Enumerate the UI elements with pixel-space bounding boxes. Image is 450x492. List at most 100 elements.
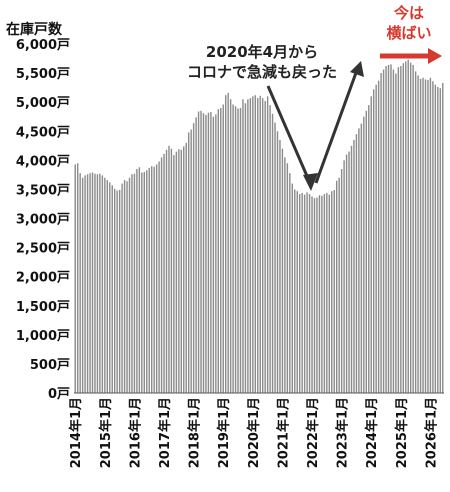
bar [185,142,187,393]
y-axis-ticks: 0戸 500戸 1,000戸 1,500戸 2,000戸 2,500戸 3,000戸 3,50… [16,38,70,402]
bar [269,105,271,393]
bar [402,63,405,393]
y-tick-label: 5,500戸 [16,67,70,82]
y-tick-label: 1,000戸 [16,329,70,344]
bar [345,154,348,393]
y-tick-label: 0戸 [48,387,70,402]
bar [143,171,146,393]
bar [113,188,116,393]
y-tick-label: 3,000戸 [16,213,70,228]
x-tick-label: 2016年1月 [127,397,143,468]
bar [163,153,165,393]
bar [106,180,109,393]
bar [242,99,244,393]
bar [392,69,395,393]
bar [414,71,417,393]
bar [104,177,106,393]
bar [76,163,79,393]
bar [380,73,382,393]
x-tick-label: 2015年1月 [98,397,114,468]
bar [276,131,279,393]
bar [153,166,155,393]
bar [370,96,372,393]
bar [274,122,276,394]
bar [227,92,229,394]
bar [291,183,294,393]
bar [133,173,136,393]
bar [368,105,370,393]
bar [141,172,143,393]
bar [387,64,390,393]
bar [175,151,178,393]
bar [372,89,375,394]
bar [395,73,397,393]
bar [343,160,345,393]
bar [331,191,333,393]
bar [333,190,335,393]
bar [96,174,99,393]
bar [200,110,202,393]
bar [353,139,355,393]
bar [417,75,419,393]
bar [101,175,104,393]
bar [385,66,387,393]
bar [259,95,261,394]
y-tick-label: 2,000戸 [16,271,70,286]
bar [99,173,101,393]
bar [328,194,331,393]
bar [232,104,234,394]
bar [313,198,316,393]
bar [131,174,133,393]
y-tick-label: 4,000戸 [16,154,70,169]
covid-note-line2: コロナで急減も戻った [187,63,337,81]
bar [192,123,195,394]
x-tick-label: 2021年1月 [275,397,291,468]
bar [434,84,437,393]
bar [437,87,439,393]
bar [284,157,286,393]
bar [229,99,232,393]
bar [298,194,301,393]
bar [146,170,148,393]
bar [405,61,407,393]
bar [301,192,303,393]
bar [247,99,249,393]
bar [86,174,89,393]
bar [363,116,365,394]
bar [205,114,207,394]
bar [195,117,197,393]
bar [321,195,323,393]
bar [168,145,170,393]
bar [306,192,308,393]
bar [222,104,224,394]
x-tick-label: 2017年1月 [157,397,173,468]
bar [257,98,259,393]
x-axis-ticks: 2014年1月 2015年1月 2016年1月 2017年1月 2018年1月 2019年… [68,397,439,468]
bar [190,129,192,393]
x-tick-label: 2018年1月 [187,397,203,468]
bar [358,128,360,393]
bar [355,134,358,393]
bar [335,180,338,393]
y-tick-label: 2,500戸 [16,242,70,257]
bar [244,103,247,393]
x-tick-label: 2023年1月 [335,397,351,468]
bar [111,185,113,393]
bar [271,113,274,394]
y-axis-label: 在庫戸数 [6,21,63,38]
bar [187,132,190,393]
bar [261,98,264,393]
x-tick-label: 2020年1月 [246,397,262,468]
bar [118,190,121,393]
bar [128,177,131,393]
bar [237,108,239,393]
bar [121,183,123,393]
bar [365,110,368,393]
bar [94,173,96,393]
bar [286,163,289,393]
bar [217,109,220,394]
x-tick-label: 2024年1月 [364,397,380,468]
x-tick-label: 2014年1月 [68,397,84,468]
bar [126,181,128,393]
